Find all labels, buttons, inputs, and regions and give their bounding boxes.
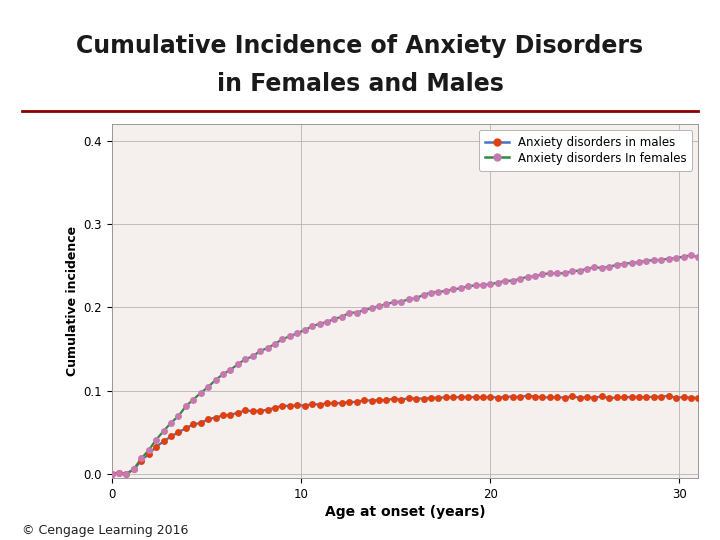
Text: © Cengage Learning 2016: © Cengage Learning 2016	[22, 524, 188, 537]
Legend: Anxiety disorders in males, Anxiety disorders In females: Anxiety disorders in males, Anxiety diso…	[479, 130, 693, 171]
Y-axis label: Cumulative incidence: Cumulative incidence	[66, 226, 79, 376]
Text: in Females and Males: in Females and Males	[217, 72, 503, 96]
X-axis label: Age at onset (years): Age at onset (years)	[325, 505, 485, 519]
Text: Cumulative Incidence of Anxiety Disorders: Cumulative Incidence of Anxiety Disorder…	[76, 34, 644, 58]
